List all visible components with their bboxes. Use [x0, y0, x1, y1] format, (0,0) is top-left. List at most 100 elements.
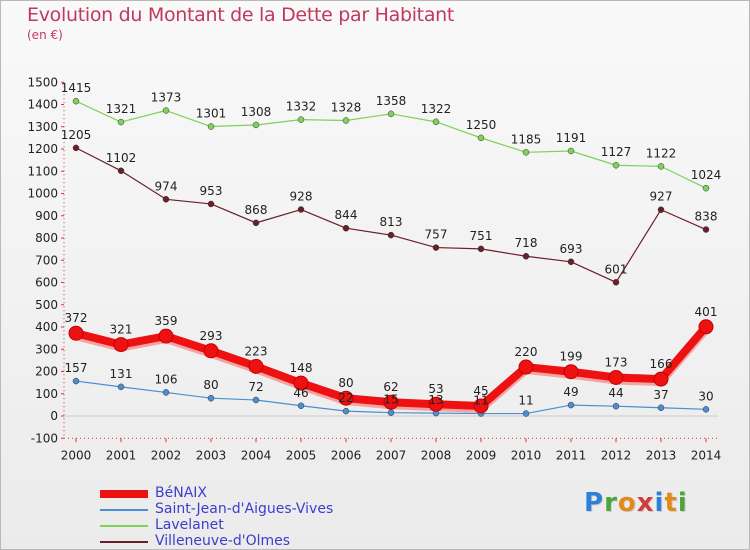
data-point-lavelanet: [117, 118, 125, 126]
data-label-b-naix: 62: [383, 380, 398, 394]
data-label-lavelanet: 1322: [421, 102, 452, 116]
legend-label-villeneuve: Villeneuve-d'Olmes: [155, 533, 291, 549]
data-point-villeneuve-d-olmes: [702, 226, 710, 233]
y-tick-label: 500: [35, 298, 58, 312]
data-point-villeneuve-d-olmes: [657, 206, 665, 213]
legend-item-benaix: BéNAIX: [100, 485, 360, 502]
data-label-lavelanet: 1191: [556, 131, 587, 145]
data-point-saint-jean-d-aigues-vives: [612, 402, 620, 410]
x-tick-label: 2003: [196, 448, 227, 462]
data-label-villeneuve-d-olmes: 757: [425, 228, 448, 242]
data-point-b-naix: [293, 375, 309, 391]
data-point-villeneuve-d-olmes: [477, 245, 485, 253]
y-tick-label: 700: [35, 253, 58, 267]
data-point-lavelanet: [297, 116, 305, 123]
data-point-saint-jean-d-aigues-vives: [342, 407, 350, 415]
data-label-b-naix: 321: [110, 323, 133, 337]
data-point-b-naix: [158, 328, 174, 344]
y-tick-label: 1500: [27, 75, 58, 89]
logo-letter: i: [654, 488, 665, 518]
data-point-b-naix: [608, 370, 624, 386]
data-label-saint-jean-d-aigues-vives: 44: [608, 386, 623, 400]
data-point-lavelanet: [567, 147, 575, 155]
chart-subtitle: (en €): [27, 28, 63, 42]
data-label-lavelanet: 1332: [286, 100, 317, 114]
series-lines: [68, 97, 714, 417]
x-tick-label: 2002: [151, 448, 182, 462]
y-tick-label: -100: [31, 431, 58, 445]
data-point-lavelanet: [522, 149, 530, 156]
data-label-villeneuve-d-olmes: 718: [515, 236, 538, 250]
data-point-b-naix: [518, 359, 534, 375]
axes: -100 0 100 200 300 400 500 600 700 800 900 1000 1100…: [27, 75, 721, 462]
data-label-lavelanet: 1127: [601, 145, 632, 159]
data-label-villeneuve-d-olmes: 844: [335, 208, 358, 222]
legend-label-saint-jean: Saint-Jean-d'Aigues-Vives: [155, 501, 334, 517]
data-label-villeneuve-d-olmes: 1102: [106, 151, 137, 165]
data-point-saint-jean-d-aigues-vives: [567, 401, 575, 409]
logo-letter: i: [677, 488, 688, 518]
data-point-villeneuve-d-olmes: [297, 206, 305, 213]
legend-swatch-lavelanet: [100, 525, 148, 527]
y-tick-label: 200: [35, 365, 58, 379]
data-point-saint-jean-d-aigues-vives: [72, 377, 80, 385]
data-label-lavelanet: 1122: [646, 146, 677, 160]
data-label-b-naix: 148: [290, 361, 313, 375]
data-point-lavelanet: [342, 117, 350, 124]
data-point-villeneuve-d-olmes: [207, 200, 215, 208]
data-point-saint-jean-d-aigues-vives: [297, 402, 305, 410]
data-point-lavelanet: [612, 161, 620, 169]
data-point-villeneuve-d-olmes: [522, 252, 530, 260]
data-point-saint-jean-d-aigues-vives: [117, 383, 125, 391]
data-label-villeneuve-d-olmes: 813: [380, 215, 403, 229]
data-label-b-naix: 45: [473, 384, 488, 398]
data-label-villeneuve-d-olmes: 751: [470, 229, 493, 243]
x-tick-label: 2013: [646, 448, 677, 462]
data-label-lavelanet: 1328: [331, 101, 362, 115]
data-point-villeneuve-d-olmes: [117, 167, 125, 175]
data-point-saint-jean-d-aigues-vives: [162, 389, 170, 396]
y-tick-label: 100: [35, 387, 58, 401]
y-tick-label: 600: [35, 276, 58, 290]
data-point-b-naix: [428, 396, 444, 412]
data-label-saint-jean-d-aigues-vives: 13: [428, 393, 443, 407]
x-tick-label: 2012: [601, 448, 632, 462]
data-label-villeneuve-d-olmes: 601: [605, 262, 628, 276]
data-point-lavelanet: [477, 134, 485, 142]
data-label-villeneuve-d-olmes: 1205: [61, 128, 92, 142]
logo-letter: t: [664, 488, 678, 518]
x-tick-label: 2004: [241, 448, 272, 462]
data-label-lavelanet: 1308: [241, 105, 272, 119]
data-point-villeneuve-d-olmes: [612, 279, 620, 286]
y-tick-label: 800: [35, 231, 58, 245]
data-label-saint-jean-d-aigues-vives: 80: [203, 378, 218, 392]
data-label-saint-jean-d-aigues-vives: 15: [383, 393, 398, 407]
data-label-villeneuve-d-olmes: 838: [695, 210, 718, 224]
data-point-lavelanet: [207, 123, 215, 130]
x-tick-label: 2014: [691, 448, 722, 462]
legend-label-benaix: BéNAIX: [155, 485, 207, 501]
data-label-villeneuve-d-olmes: 927: [650, 190, 673, 204]
data-label-b-naix: 199: [560, 350, 583, 364]
data-label-b-naix: 173: [605, 356, 628, 370]
data-label-saint-jean-d-aigues-vives: 131: [110, 367, 133, 381]
data-point-villeneuve-d-olmes: [72, 144, 80, 152]
data-point-b-naix: [338, 390, 354, 406]
data-point-b-naix: [68, 325, 84, 341]
legend-item-lavelanet: Lavelanet: [100, 517, 360, 534]
data-point-villeneuve-d-olmes: [252, 219, 260, 227]
data-point-lavelanet: [657, 163, 665, 170]
y-tick-label: 1200: [27, 142, 58, 156]
data-point-villeneuve-d-olmes: [387, 231, 395, 239]
data-label-saint-jean-d-aigues-vives: 11: [473, 394, 488, 408]
data-label-b-naix: 80: [338, 376, 353, 390]
data-point-b-naix: [203, 343, 219, 359]
data-point-villeneuve-d-olmes: [432, 244, 440, 251]
data-label-b-naix: 401: [695, 305, 718, 319]
data-point-saint-jean-d-aigues-vives: [657, 404, 665, 412]
y-tick-label: 1000: [27, 187, 58, 201]
data-label-b-naix: 359: [155, 314, 178, 328]
data-label-b-naix: 220: [515, 345, 538, 359]
